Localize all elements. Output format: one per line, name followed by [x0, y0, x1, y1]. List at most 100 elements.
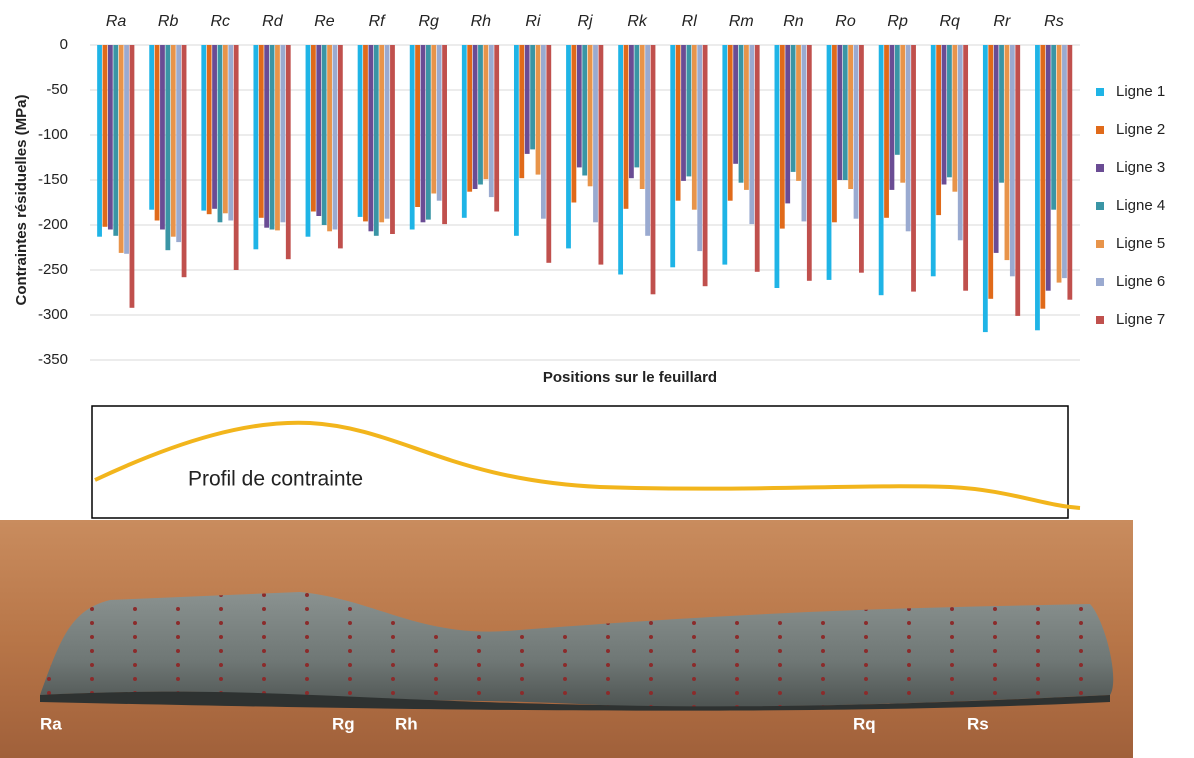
bar — [598, 45, 604, 265]
legend-swatch — [1096, 164, 1104, 172]
bar — [749, 45, 755, 225]
bar — [165, 45, 171, 251]
y-tick-label: -150 — [38, 171, 68, 188]
bar — [415, 45, 420, 207]
profile-label: Profil de contrainte — [188, 468, 363, 491]
strip — [40, 592, 1114, 711]
bar — [540, 45, 546, 219]
bar — [1067, 45, 1073, 300]
y-tick-label: -250 — [38, 261, 68, 278]
bar — [681, 45, 686, 181]
bar — [634, 45, 640, 168]
photo-label: Rq — [853, 714, 876, 733]
bar — [894, 45, 900, 155]
bar — [571, 45, 577, 203]
profile-box — [91, 405, 1069, 519]
category-label: Rr — [993, 13, 1011, 30]
bar — [853, 45, 859, 219]
bar — [384, 45, 390, 219]
y-tick-label: -350 — [38, 351, 68, 368]
category-label: Rj — [577, 13, 593, 30]
bar — [785, 45, 791, 204]
bar — [431, 45, 437, 194]
bar — [988, 45, 994, 299]
bar — [494, 45, 500, 212]
bar — [316, 45, 322, 216]
bar — [623, 45, 629, 209]
bar — [582, 45, 588, 176]
bar — [889, 45, 895, 190]
legend-label: Ligne 7 — [1116, 311, 1165, 328]
bar — [181, 45, 187, 278]
bar — [936, 45, 942, 216]
bar — [697, 45, 703, 252]
bar — [738, 45, 744, 183]
category-label: Rh — [471, 13, 492, 30]
bar — [1035, 45, 1040, 331]
bar — [519, 45, 525, 179]
bar — [952, 45, 958, 192]
bar — [467, 45, 473, 192]
bar — [368, 45, 374, 232]
bar — [930, 45, 936, 277]
bar — [206, 45, 212, 215]
bar — [900, 45, 906, 183]
bar — [113, 45, 119, 236]
bar — [160, 45, 165, 230]
bar — [285, 45, 291, 260]
bar — [629, 45, 634, 179]
bar — [425, 45, 431, 220]
category-label: Ro — [835, 13, 856, 30]
bar — [842, 45, 848, 180]
bar — [744, 45, 749, 190]
y-tick-label: -100 — [38, 126, 68, 143]
bar — [409, 45, 415, 230]
bar — [129, 45, 135, 308]
bar — [963, 45, 969, 291]
bar — [222, 45, 228, 214]
bar — [774, 45, 780, 288]
legend-swatch — [1096, 202, 1104, 210]
legend-label: Ligne 2 — [1116, 121, 1165, 138]
plot: 0 -50 -100 -150 -200 -250 -300 -350 Ra Rb Rc Rd Re Rf… — [38, 13, 1165, 368]
category-label: Rs — [1044, 13, 1064, 30]
bar — [535, 45, 541, 175]
bar — [321, 45, 327, 225]
bar — [472, 45, 478, 189]
bar — [217, 45, 223, 223]
bar — [269, 45, 275, 230]
bar — [727, 45, 733, 201]
bar — [149, 45, 155, 210]
bar — [999, 45, 1004, 183]
y-tick-label: 0 — [60, 36, 68, 53]
bar — [280, 45, 286, 223]
bar — [420, 45, 426, 223]
bar — [941, 45, 947, 185]
bar — [253, 45, 259, 250]
bar — [593, 45, 598, 223]
legend-swatch — [1096, 88, 1104, 96]
bar — [686, 45, 692, 177]
bar — [154, 45, 160, 221]
bar — [878, 45, 884, 296]
category-label: Rq — [940, 13, 961, 30]
bar — [826, 45, 832, 280]
bar — [201, 45, 207, 211]
legend-swatch — [1096, 316, 1104, 324]
category-label: Rl — [682, 13, 698, 30]
category-label: Rc — [210, 13, 230, 30]
bar — [982, 45, 988, 333]
bar — [801, 45, 807, 222]
category-label: Rd — [262, 13, 284, 30]
legend-swatch — [1096, 240, 1104, 248]
bar — [566, 45, 571, 249]
bar — [390, 45, 395, 234]
bar — [124, 45, 129, 254]
photo-label: Rg — [332, 714, 355, 733]
bar — [806, 45, 812, 281]
bar — [524, 45, 530, 154]
category-label: Rp — [887, 13, 908, 30]
bar — [332, 45, 338, 230]
bar — [1009, 45, 1015, 277]
